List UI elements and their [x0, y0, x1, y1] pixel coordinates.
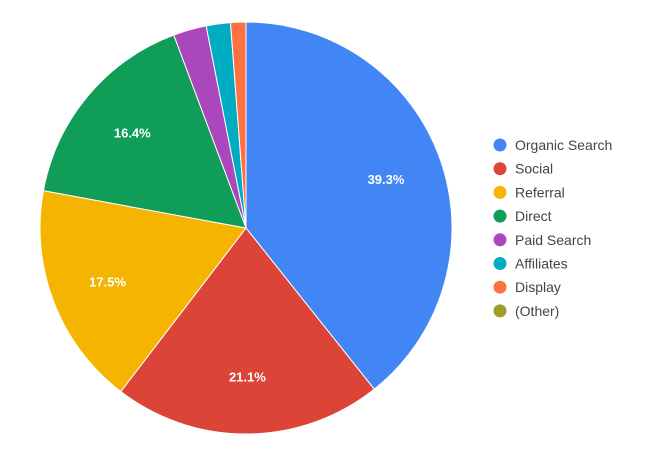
legend-label-organic-search: Organic Search	[515, 137, 612, 153]
legend-swatch-organic-search	[493, 138, 507, 152]
legend-label-paid-search: Paid Search	[515, 232, 591, 248]
pie-slice-referral[interactable]	[39, 190, 247, 393]
slice-label-referral: 17.5%	[89, 274, 126, 289]
pie-slices	[39, 21, 453, 435]
legend-item-social[interactable]: Social	[493, 161, 554, 177]
legend-swatch-social	[493, 162, 507, 176]
legend[interactable]: Organic Search Social Referral Direct Paid S…	[493, 137, 613, 319]
legend-swatch-affiliates	[493, 257, 507, 270]
legend-item-organic-search[interactable]: Organic Search	[493, 137, 613, 153]
slice-label-direct: 16.4%	[114, 126, 151, 141]
legend-swatch-paid-search	[493, 233, 507, 247]
legend-item-paid-search[interactable]: Paid Search	[493, 232, 592, 248]
legend-item-referral[interactable]: Referral	[493, 184, 565, 200]
legend-item-display[interactable]: Display	[493, 279, 561, 295]
legend-swatch-direct	[493, 209, 507, 223]
pie-slice-organic-search[interactable]	[245, 21, 453, 390]
legend-item-direct[interactable]: Direct	[493, 208, 552, 224]
slice-label-social: 21.1%	[229, 369, 266, 384]
pie-slice-labels: 39.3% 21.1% 17.5% 16.4%	[89, 126, 405, 385]
legend-swatch-other	[493, 304, 507, 318]
legend-item-other[interactable]: (Other)	[493, 303, 560, 319]
slice-label-organic-search: 39.3%	[368, 172, 405, 187]
pie-slice-direct[interactable]	[42, 34, 247, 229]
legend-label-affiliates: Affiliates	[515, 256, 568, 272]
legend-swatch-display	[493, 280, 507, 294]
legend-label-other: (Other)	[515, 303, 559, 319]
legend-label-display: Display	[515, 279, 561, 295]
legend-label-referral: Referral	[515, 184, 565, 200]
legend-label-direct: Direct	[515, 208, 552, 224]
legend-swatch-referral	[493, 185, 507, 199]
pie-slice-social[interactable]	[120, 227, 375, 435]
legend-label-social: Social	[515, 161, 553, 177]
pie-slice-display[interactable]	[229, 21, 247, 229]
legend-item-affiliates[interactable]: Affiliates	[493, 256, 568, 272]
